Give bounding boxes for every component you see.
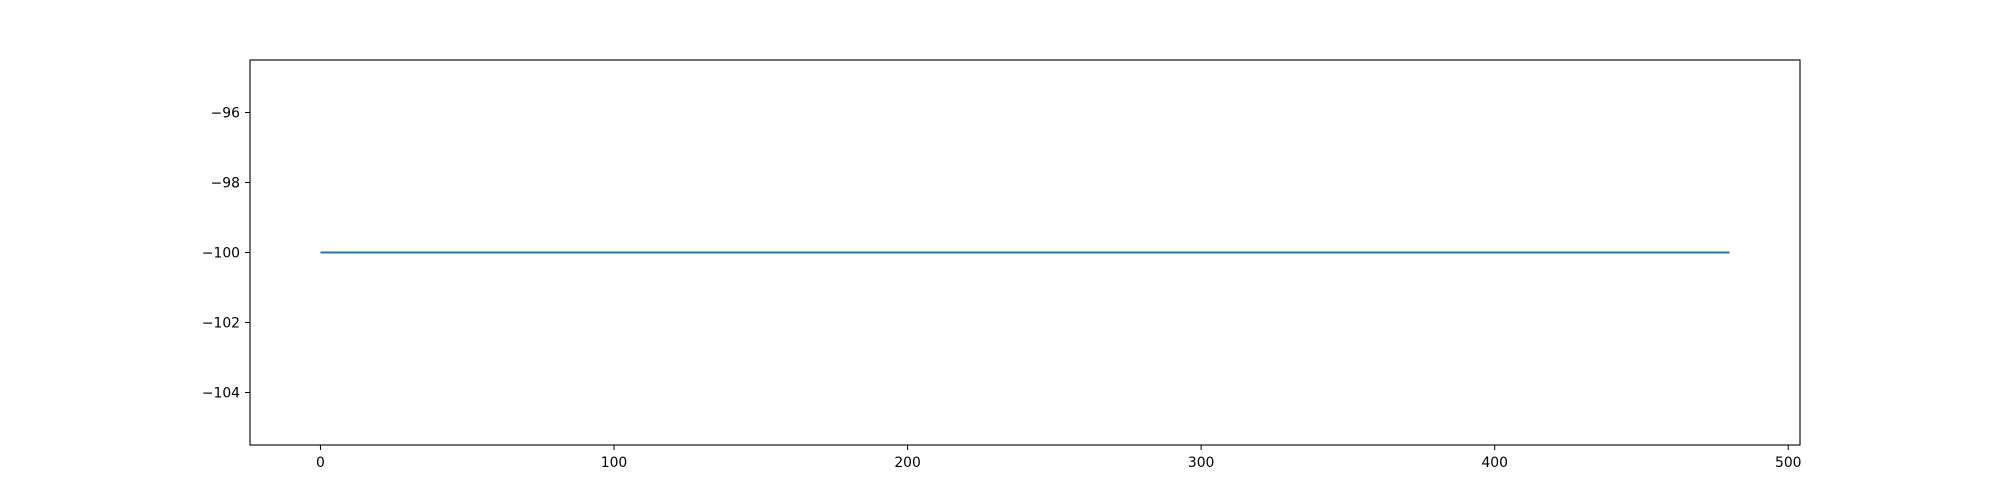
y-tick-label: −96 bbox=[211, 106, 240, 122]
y-axis: −96 −98 −100 −102 −104 bbox=[202, 106, 250, 402]
y-tick-label: −102 bbox=[202, 316, 240, 332]
x-tick-label: 400 bbox=[1481, 455, 1508, 471]
y-tick-label: −104 bbox=[202, 386, 240, 402]
x-tick-label: 200 bbox=[894, 455, 921, 471]
y-tick-label: −98 bbox=[211, 176, 240, 192]
y-tick-label: −100 bbox=[202, 246, 240, 262]
x-tick-label: 500 bbox=[1775, 455, 1802, 471]
x-axis: 0 100 200 300 400 500 bbox=[316, 445, 1802, 471]
x-tick-label: 0 bbox=[316, 455, 325, 471]
x-tick-label: 100 bbox=[601, 455, 628, 471]
x-tick-label: 300 bbox=[1188, 455, 1215, 471]
plot-frame bbox=[249, 59, 1801, 446]
